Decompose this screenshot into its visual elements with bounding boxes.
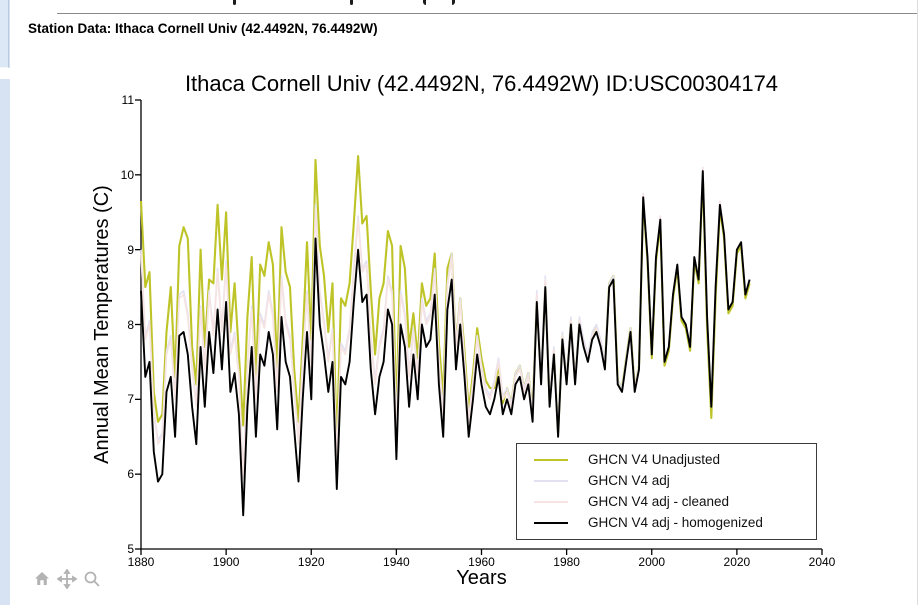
clipped-heading-fragment [233, 0, 236, 5]
magnifier-icon[interactable] [81, 568, 103, 590]
y-tick-label: 9 [127, 242, 134, 257]
legend-row: GHCN V4 Unadjusted [517, 449, 816, 470]
y-tick-label: 8 [127, 317, 134, 332]
station-header: Station Data: Ithaca Cornell Univ (42.44… [28, 21, 378, 36]
y-tick-label: 11 [121, 93, 134, 107]
pan-icon[interactable] [56, 568, 78, 590]
x-tick-label: 1940 [383, 555, 410, 569]
x-tick-label: 2000 [638, 555, 666, 569]
legend-swatch [534, 479, 568, 482]
y-tick-label: 6 [127, 467, 134, 482]
y-tick-label: 10 [120, 167, 134, 182]
x-tick-label: 1900 [212, 555, 240, 569]
home-icon[interactable] [31, 568, 53, 590]
clipped-heading-fragment [452, 0, 455, 5]
legend-label: GHCN V4 adj [588, 473, 670, 488]
y-tick-label: 5 [127, 542, 134, 556]
x-axis-label: Years [456, 567, 507, 589]
series-line-3 [140, 170, 751, 517]
legend-label: GHCN V4 adj - homogenized [588, 515, 763, 530]
plot-toolbar [31, 568, 103, 590]
legend-swatch [534, 521, 568, 524]
top-divider-rule [57, 13, 917, 14]
x-tick-label: 1960 [468, 555, 495, 569]
legend-label: GHCN V4 Unadjusted [588, 452, 721, 467]
legend-label: GHCN V4 adj - cleaned [588, 494, 730, 509]
legend-row: GHCN V4 adj [517, 470, 816, 491]
x-tick-label: 1880 [127, 555, 155, 569]
chart-legend: GHCN V4 Unadjusted GHCN V4 adj GHCN V4 adj… [516, 443, 817, 540]
window-edge-strip-notch [0, 68, 10, 79]
legend-swatch [534, 458, 568, 461]
x-tick-label: 2040 [808, 555, 836, 569]
y-axis-label: Annual Mean Temperatures (C) [90, 185, 113, 464]
chart-title: Ithaca Cornell Univ (42.4492N, 76.4492W)… [184, 71, 779, 96]
window-edge-strip-top [0, 0, 9, 68]
legend-row: GHCN V4 adj - homogenized [517, 512, 816, 533]
x-tick-label: 1920 [297, 555, 325, 569]
clipped-heading-fragment [350, 0, 353, 5]
legend-swatch [534, 500, 568, 503]
window-edge-strip [0, 0, 10, 605]
clipped-heading-fragment [423, 0, 426, 5]
x-tick-label: 2020 [723, 555, 751, 569]
y-tick-label: 7 [127, 392, 134, 407]
x-tick-label: 1980 [553, 555, 580, 569]
legend-row: GHCN V4 adj - cleaned [517, 491, 816, 512]
